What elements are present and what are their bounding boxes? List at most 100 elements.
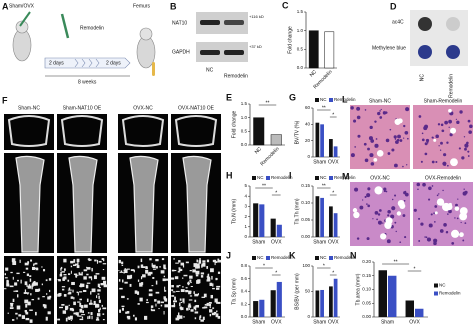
- ct-speck: [136, 291, 140, 295]
- panel-letter: D: [390, 1, 397, 11]
- x-tick-label: Sham: [252, 319, 265, 325]
- vacuole: [380, 233, 387, 240]
- ct-speck: [45, 279, 48, 282]
- ct-speck: [186, 307, 189, 311]
- cell: [424, 152, 428, 156]
- ct-speck: [119, 309, 122, 313]
- ct-speck: [211, 275, 213, 280]
- y-tick-label: 1.5: [297, 9, 304, 14]
- ct-speck: [193, 291, 195, 294]
- y-tick-label: 0.0: [241, 314, 248, 319]
- ct-speck: [177, 315, 180, 318]
- x-tick-label: OVX: [328, 239, 339, 245]
- label: +37 kD: [249, 44, 262, 49]
- x-tick-label: Remodelin: [259, 146, 280, 167]
- ct-speck: [79, 302, 82, 307]
- ct-speck: [25, 292, 30, 294]
- ct-speck: [173, 302, 176, 306]
- ct-speck: [75, 274, 79, 276]
- cell: [391, 148, 395, 152]
- ct-speck: [63, 258, 67, 263]
- cell: [456, 217, 459, 220]
- ct-speck: [16, 305, 21, 310]
- ct-speck: [77, 292, 79, 296]
- ct-speck: [87, 258, 89, 261]
- cell: [403, 191, 407, 195]
- significance: *: [275, 190, 277, 196]
- cell: [399, 139, 403, 142]
- cell: [435, 134, 439, 139]
- ct-speck: [149, 289, 153, 291]
- legend-label: Remodelin: [271, 175, 293, 180]
- cell: [403, 124, 406, 128]
- ct-speck: [43, 269, 46, 272]
- cell: [441, 129, 445, 133]
- cell: [377, 213, 381, 216]
- ct-speck: [133, 269, 135, 273]
- legend-swatch: [315, 176, 319, 180]
- cell: [383, 187, 387, 191]
- ct-speck: [95, 303, 99, 308]
- cell: [382, 222, 384, 224]
- cell: [399, 241, 402, 244]
- y-tick-label: 1.0: [297, 28, 304, 33]
- ct-speck: [201, 264, 203, 268]
- ct-speck: [137, 279, 140, 282]
- panel-b: B NAT10 GAPDH +116 kD +37 kD NC Remodeli…: [170, 1, 264, 79]
- cell: [379, 110, 381, 112]
- y-axis-label: Tb.area (mm²): [355, 273, 361, 305]
- ct-speck: [182, 286, 184, 288]
- label: NC: [206, 67, 214, 73]
- ct-speck: [83, 289, 87, 293]
- ct-speck: [80, 305, 84, 309]
- dot: [418, 45, 432, 59]
- vacuole: [448, 108, 452, 113]
- ct-speck: [190, 281, 192, 284]
- label: Femurs: [133, 3, 150, 9]
- ct-speck: [5, 267, 9, 271]
- cell: [431, 160, 435, 164]
- band: [200, 50, 220, 55]
- ct-speck: [87, 312, 90, 314]
- vacuole: [384, 221, 392, 230]
- panel-letter: G: [289, 92, 296, 102]
- cell: [438, 193, 440, 195]
- ct-speck: [4, 288, 7, 290]
- cell: [455, 203, 458, 207]
- ct-speck: [192, 269, 196, 273]
- ct-speck: [140, 264, 144, 268]
- ct-speck: [214, 259, 217, 262]
- ct-cortex: [174, 115, 218, 147]
- bar: [270, 290, 276, 317]
- y-tick-label: 0.5: [241, 129, 248, 134]
- panel-letter: A: [2, 1, 9, 11]
- ct-speck: [102, 263, 107, 265]
- ct-speck: [97, 293, 100, 295]
- band: [224, 20, 244, 25]
- ct-speck: [69, 307, 74, 311]
- ct-speck: [84, 304, 88, 308]
- ct-speck: [98, 295, 100, 299]
- significance: *: [332, 270, 334, 276]
- cell: [394, 221, 397, 224]
- dot: [418, 17, 432, 31]
- cell: [418, 115, 422, 118]
- legend-swatch: [266, 176, 270, 180]
- ct-speck: [91, 315, 93, 320]
- ct-speck: [72, 264, 77, 267]
- vacuole: [459, 212, 468, 221]
- bar: [276, 281, 282, 317]
- ct-speck: [62, 310, 67, 314]
- ct-speck: [96, 295, 98, 299]
- y-axis-label: Tb.N (/mm): [231, 199, 237, 225]
- ct-speck: [177, 271, 181, 273]
- ct-speck: [73, 297, 75, 300]
- ct-speck: [212, 283, 214, 287]
- ct-speck: [188, 308, 190, 310]
- ct-speck: [86, 273, 89, 276]
- cell: [422, 182, 426, 187]
- ct-speck: [125, 311, 128, 314]
- label: NAT10: [172, 20, 187, 26]
- ct-speck: [76, 258, 80, 263]
